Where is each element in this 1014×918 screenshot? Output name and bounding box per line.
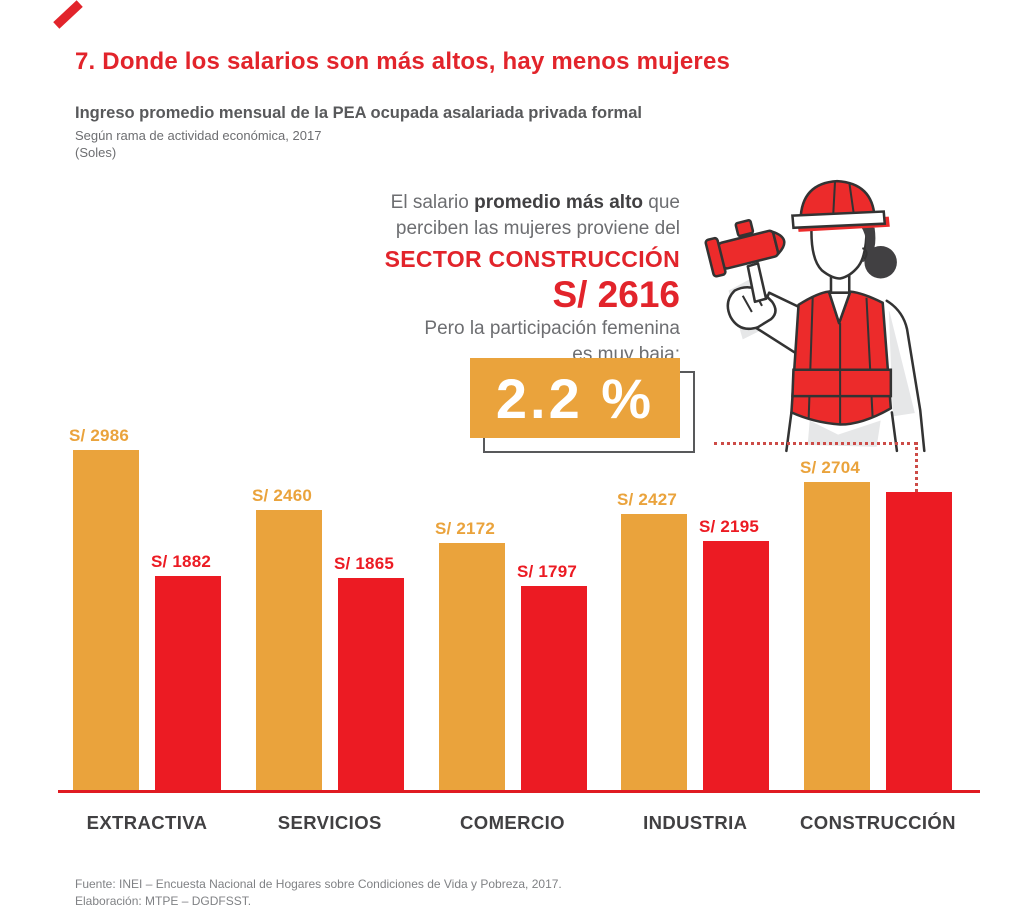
callout-connector-dotted-line-vertical — [915, 442, 918, 492]
category-label-construcción: CONSTRUCCIÓN — [800, 812, 956, 833]
callout-connector-dotted-line-horizontal — [714, 442, 917, 445]
x-axis-baseline — [58, 790, 980, 793]
bar-value-label-extractiva-serie-dorada: S/ 2986 — [69, 426, 130, 445]
bar-construcción-serie-roja-mujeres — [886, 492, 952, 792]
bar-value-label-servicios-serie-dorada: S/ 2460 — [252, 486, 313, 505]
worker-illustration-svg — [704, 179, 926, 453]
bar-construcción-serie-dorada — [804, 482, 870, 792]
callout-block: El salario promedio más alto que percibe… — [320, 190, 680, 368]
bar-industria-serie-dorada — [621, 514, 687, 792]
callout-line1-post: que — [643, 192, 680, 213]
bar-comercio-serie-dorada — [439, 543, 505, 792]
infographic-title: 7. Donde los salarios son más altos, hay… — [75, 48, 731, 75]
bar-value-label-servicios-serie-roja-mujeres: S/ 1865 — [334, 554, 395, 573]
female-construction-worker-illustration — [690, 168, 974, 464]
category-label-comercio: COMERCIO — [460, 812, 565, 833]
bar-comercio-serie-roja-mujeres — [521, 586, 587, 792]
category-label-servicios: SERVICIOS — [277, 812, 382, 833]
participation-badge: 2.2 % — [470, 358, 680, 438]
callout-sector-name: SECTOR CONSTRUCCIÓN — [384, 246, 680, 272]
hammer-icon — [704, 219, 786, 278]
callout-line-3: Pero la participación femenina — [424, 318, 680, 339]
callout-amount: S/ 2616 — [552, 274, 680, 315]
bar-value-label-comercio-serie-roja-mujeres: S/ 1797 — [517, 562, 578, 581]
category-label-industria: INDUSTRIA — [643, 812, 748, 833]
bar-servicios-serie-dorada — [256, 510, 322, 792]
callout-line-2: perciben las mujeres proviene del — [395, 218, 680, 239]
bar-industria-serie-roja-mujeres — [703, 541, 769, 792]
footer: Fuente: INEI – Encuesta Nacional de Hoga… — [75, 876, 562, 910]
bar-extractiva-serie-dorada — [73, 450, 139, 792]
callout-line1-pre: El salario — [390, 192, 475, 213]
chart-subtitle: Ingreso promedio mensual de la PEA ocupa… — [75, 104, 642, 122]
bar-value-label-construcción-serie-dorada: S/ 2704 — [800, 458, 861, 477]
bar-servicios-serie-roja-mujeres — [338, 578, 404, 792]
bar-extractiva-serie-roja-mujeres — [155, 576, 221, 792]
bar-value-label-comercio-serie-dorada: S/ 2172 — [435, 519, 496, 538]
chart-subtitle-detail: Según rama de actividad económica, 2017 — [75, 128, 322, 143]
bar-value-label-industria-serie-roja-mujeres: S/ 2195 — [699, 517, 760, 536]
callout-line1-bold: promedio más alto — [474, 192, 644, 213]
bar-value-label-extractiva-serie-roja-mujeres: S/ 1882 — [151, 552, 212, 571]
chart-unit-note: (Soles) — [75, 145, 117, 160]
footer-elaboration: Elaboración: MTPE – DGDFSST. — [75, 894, 252, 908]
bar-value-label-industria-serie-dorada: S/ 2427 — [617, 490, 678, 509]
footer-source: Fuente: INEI – Encuesta Nacional de Hoga… — [75, 877, 562, 891]
callout-line-1: El salario promedio más alto que — [320, 190, 680, 216]
category-label-extractiva: EXTRACTIVA — [86, 812, 208, 833]
